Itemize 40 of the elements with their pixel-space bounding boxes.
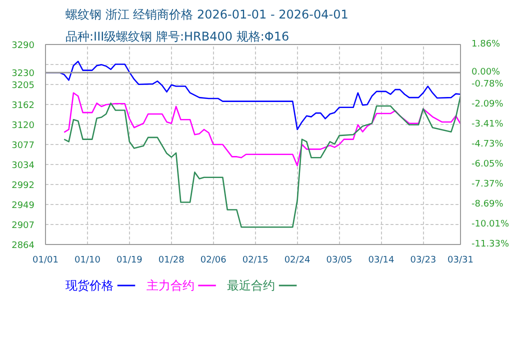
y2-tick-label: -8.69% — [472, 199, 504, 210]
x-tick-label: 01/28 — [158, 256, 185, 266]
y-tick-label: 2992 — [12, 180, 34, 191]
x-tick-label: 01/10 — [74, 256, 101, 266]
line-series — [64, 92, 460, 166]
x-tick-label: 03/31 — [448, 256, 474, 266]
y-tick-label: 2949 — [12, 201, 35, 212]
y2-tick-label: -11.33% — [472, 240, 510, 250]
y2-tick-label: -6.05% — [472, 159, 504, 170]
x-tick-label: 03/23 — [410, 256, 436, 266]
legend-label: 最近合约 — [227, 278, 276, 292]
line-series — [64, 95, 460, 228]
legend-label: 主力合约 — [146, 278, 194, 292]
x-tick-label: 03/05 — [326, 256, 352, 266]
chart-subtitle: 品种:III级螺纹钢 牌号:HRB400 规格:Φ16 — [66, 30, 290, 44]
x-tick-label: 03/14 — [368, 256, 394, 266]
x-tick-label: 02/15 — [242, 256, 268, 266]
y-tick-label: 2907 — [12, 220, 34, 231]
y-tick-label: 3120 — [12, 120, 35, 131]
y-tick-label: 3077 — [12, 141, 34, 151]
y-tick-label: 3230 — [12, 69, 35, 80]
x-tick-label: 02/24 — [284, 256, 311, 266]
y-tick-label: 3290 — [12, 41, 35, 51]
y2-tick-label: -4.73% — [472, 139, 504, 150]
y2-tick-label: -7.37% — [472, 179, 504, 190]
y2-tick-label: -10.01% — [472, 219, 510, 230]
y-tick-label: 2864 — [12, 241, 35, 251]
y-tick-label: 3162 — [12, 101, 34, 112]
x-tick-label: 01/19 — [116, 256, 143, 266]
y2-tick-label: 1.86% — [472, 40, 501, 50]
y-tick-label: 3034 — [12, 161, 35, 172]
x-tick-label: 01/01 — [32, 256, 58, 266]
y2-tick-label: 0.00% — [472, 68, 501, 78]
legend-label: 现货价格 — [66, 278, 114, 292]
x-tick-label: 02/06 — [200, 256, 227, 266]
y2-tick-label: -2.09% — [472, 99, 504, 110]
y2-tick-label: -3.41% — [472, 119, 504, 130]
y2-tick-label: -0.78% — [472, 80, 504, 90]
chart-title: 螺纹钢 浙江 经销商价格 2026-01-01 - 2026-04-01 — [66, 8, 348, 22]
y-tick-label: 3205 — [12, 80, 34, 91]
